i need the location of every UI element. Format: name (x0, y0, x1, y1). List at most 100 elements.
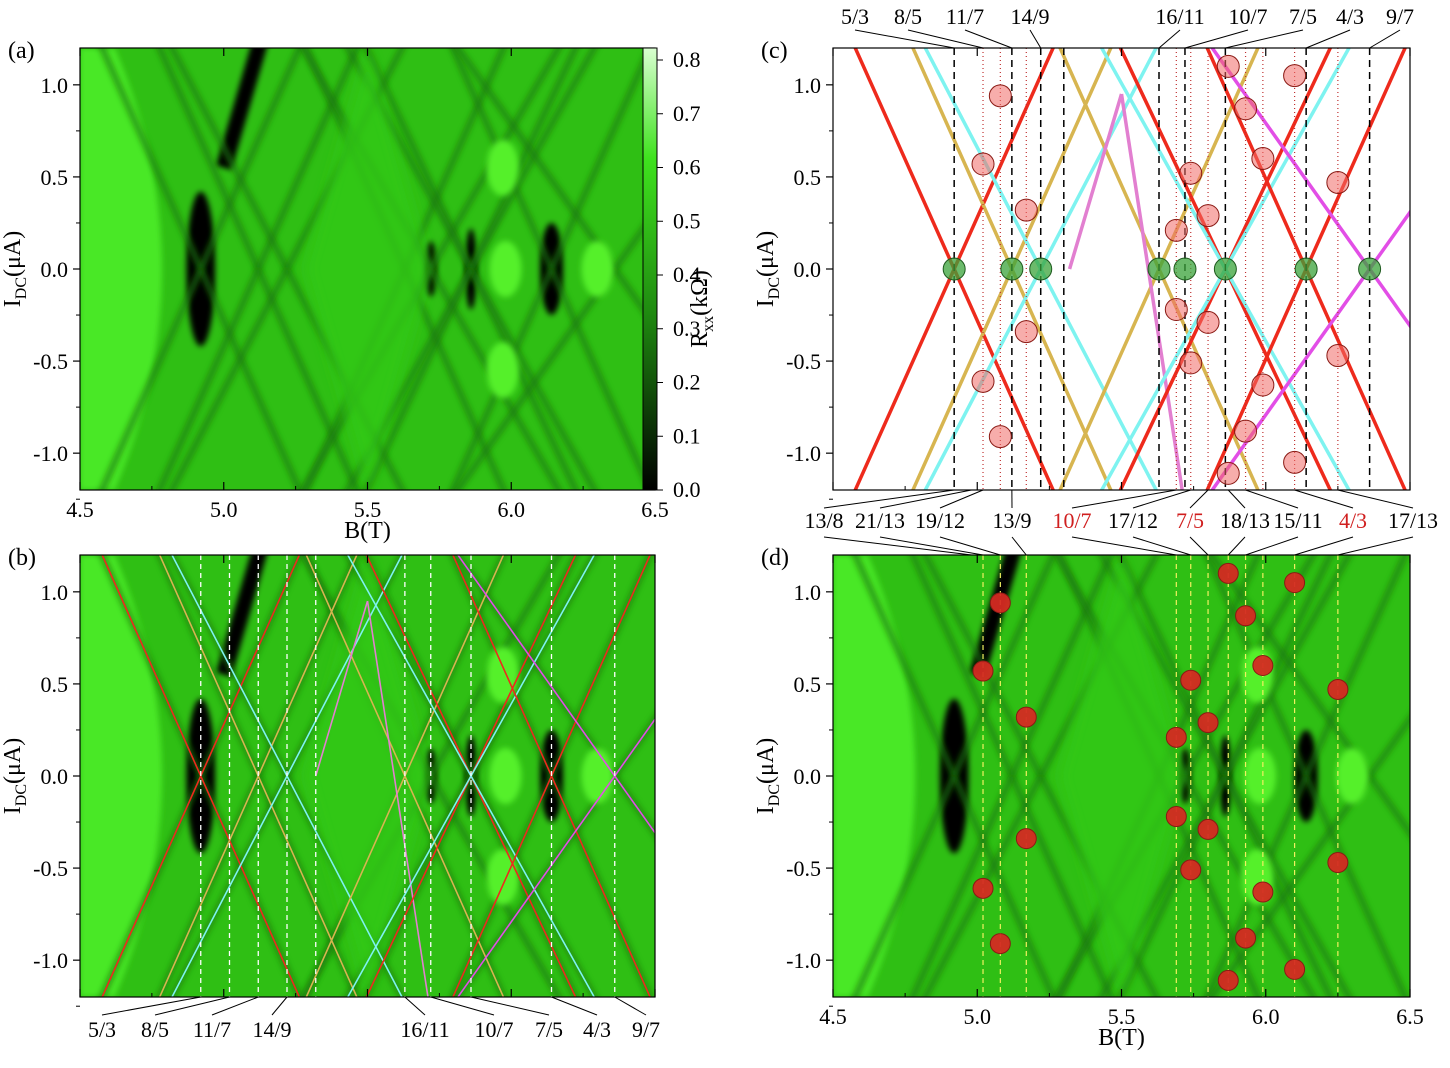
heatmap-ridge (468, 48, 598, 271)
heatmap-ridge (1367, 714, 1410, 778)
marker-point (1235, 927, 1257, 949)
y-tick-label: 0.0 (794, 257, 822, 282)
fraction-label: 11/7 (946, 4, 984, 29)
y-tick-label: -1.0 (786, 948, 821, 973)
fraction-leader (854, 29, 955, 49)
fraction-leader (1227, 536, 1246, 556)
heatmap-ridge (851, 774, 957, 997)
marker-point (1216, 461, 1240, 485)
bright-spot (581, 748, 614, 804)
fraction-leader (271, 996, 288, 1016)
marker-point (1164, 218, 1188, 242)
marker-point (1196, 310, 1220, 334)
marker-point (1284, 572, 1306, 594)
fraction-label: 5/3 (88, 1017, 116, 1042)
bright-spot (1336, 748, 1369, 804)
marker-point (1179, 161, 1203, 185)
x-tick-label: 4.5 (819, 1004, 847, 1029)
marker-point (972, 660, 994, 682)
axes-d: 4.5 5.0 5.5 6.0 6.5 1.0 0.5 0.0 -0.5 -1.0 IDC(μA) B… (753, 545, 1424, 1051)
fraction-leader (1337, 489, 1414, 509)
heatmap-ridge (951, 774, 1057, 997)
marker-point (1284, 958, 1306, 980)
fraction-leader (154, 996, 230, 1016)
heatmap-ridge (909, 555, 1015, 778)
x-tick-label: 6.0 (498, 497, 526, 522)
marker-point (1164, 298, 1188, 322)
heatmap-a (80, 48, 655, 490)
marker-point (972, 877, 994, 899)
marker-point (1015, 828, 1037, 850)
markers-d (972, 562, 1349, 991)
heatmap-ridge (402, 267, 507, 490)
zero-crossing-marker (1173, 257, 1197, 281)
y-tick-label: 0.5 (794, 672, 822, 697)
fit-line-pink (314, 600, 369, 777)
fraction-label: 7/5 (535, 1017, 563, 1042)
colorbar-tick-label: 0.6 (673, 155, 701, 180)
panel-label-a: (a) (8, 38, 35, 64)
colorbar-tick-label: 0.2 (673, 370, 701, 395)
x-tick-label: 5.0 (964, 1004, 992, 1029)
fraction-labels-b: 5/3 8/5 11/7 14/9 16/11 10/7 7/5 4/3 9/7 (88, 996, 660, 1042)
fraction-leader (823, 489, 955, 509)
bright-spot (486, 139, 519, 196)
colorbar-tick-label: 0.5 (673, 208, 701, 233)
guide-lines-b (200, 555, 616, 997)
heatmap-ridge (1009, 774, 1115, 997)
colorbar-tick-label: 0.0 (673, 477, 701, 502)
heatmap-ridge (168, 267, 290, 490)
fraction-leader (1227, 489, 1246, 509)
marker-point (1234, 419, 1258, 443)
heatmap-ridge (198, 48, 303, 271)
heatmap-ridge (548, 267, 654, 490)
fraction-label: 7/5 (1289, 4, 1317, 29)
marker-point (971, 369, 995, 393)
fraction-label: 16/11 (400, 1017, 449, 1042)
heatmap-ridge (1222, 555, 1353, 778)
marker-point (1217, 969, 1239, 991)
fit-line-pink (1067, 93, 1124, 270)
colorbar-tick-label: 0.1 (673, 423, 701, 448)
heatmap-ridge (198, 267, 303, 490)
heatmap-ridge (156, 48, 261, 271)
y-tick-label: -1.0 (786, 441, 821, 466)
markers-c (971, 54, 1350, 485)
marker-point (1014, 320, 1038, 344)
bright-spot (486, 646, 519, 703)
x-tick-label: 5.5 (1108, 1004, 1136, 1029)
fit-line-pink (366, 600, 429, 997)
marker-point (1165, 806, 1187, 828)
heatmap-ridge (168, 48, 290, 271)
fit-line-pink (1119, 93, 1184, 490)
marker-point (1283, 450, 1307, 474)
marker-point (1234, 97, 1258, 121)
y-tick-label: -0.5 (33, 856, 68, 881)
fraction-label: 4/3 (1339, 508, 1367, 533)
fraction-leader (430, 996, 495, 1016)
heatmap-ridge (255, 48, 361, 271)
colorbar-bar (642, 47, 658, 491)
bright-region (833, 555, 916, 997)
y-tick-label: 1.0 (41, 73, 69, 98)
fraction-leader (823, 536, 972, 556)
zero-crossing-marker (1213, 257, 1237, 281)
heatmap-ridge (98, 48, 204, 271)
y-tick-label: 0.5 (41, 165, 69, 190)
y-tick-label: -0.5 (786, 856, 821, 881)
bright-region (80, 555, 162, 997)
bright-spot (1243, 748, 1276, 804)
colorbar-tick-label: 0.7 (673, 101, 701, 126)
dark-streak (216, 48, 267, 170)
marker-point (1326, 170, 1350, 194)
marker-point (1197, 712, 1219, 734)
fraction-leader (1369, 29, 1401, 49)
bright-spot (489, 241, 522, 297)
marker-point (1251, 147, 1275, 170)
fraction-leader (1225, 29, 1304, 49)
fraction-leader (1071, 536, 1177, 556)
fraction-label: 10/7 (1228, 4, 1267, 29)
heatmap-ridge (1098, 555, 1228, 778)
y-tick-label: 0.5 (41, 672, 69, 697)
x-tick-label: 6.0 (1252, 1004, 1280, 1029)
